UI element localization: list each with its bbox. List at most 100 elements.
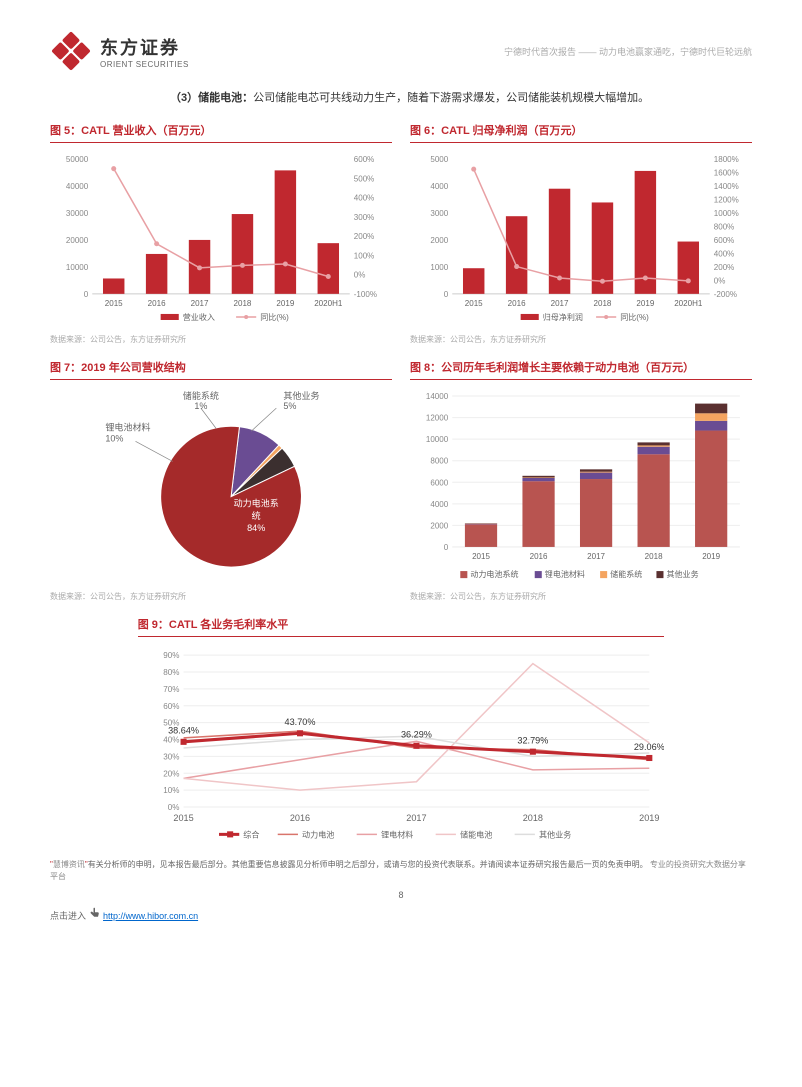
svg-text:6000: 6000: [430, 478, 448, 487]
chart9-svg: 0%10%20%30%40%50%60%70%80%90%20152016201…: [138, 643, 665, 846]
svg-text:2016: 2016: [148, 299, 166, 308]
svg-text:1000%: 1000%: [714, 209, 739, 218]
chart8-source: 数据来源：公司公告，东方证券研究所: [410, 591, 752, 602]
svg-text:-100%: -100%: [354, 289, 377, 298]
svg-text:30000: 30000: [66, 209, 89, 218]
svg-text:30%: 30%: [163, 752, 179, 761]
page-number: 8: [50, 889, 752, 903]
svg-text:0: 0: [444, 289, 449, 298]
logo-text-en: ORIENT SECURITIES: [100, 60, 189, 69]
svg-text:同比(%): 同比(%): [260, 312, 289, 322]
logo-text-cn: 东方证券: [100, 34, 189, 60]
svg-text:2018: 2018: [234, 299, 252, 308]
chart7-title: 图 7：2019 年公司营收结构: [50, 359, 392, 380]
svg-text:锂电材料: 锂电材料: [381, 829, 413, 839]
svg-text:2016: 2016: [530, 552, 548, 561]
page: 东方证券 ORIENT SECURITIES 宁德时代首次报告 —— 动力电池赢…: [0, 0, 802, 943]
svg-text:38.64%: 38.64%: [168, 726, 199, 736]
svg-text:90%: 90%: [163, 651, 179, 660]
click-label: 点击进入: [50, 911, 86, 921]
svg-text:1%: 1%: [194, 401, 207, 411]
svg-text:动力电池系: 动力电池系: [234, 497, 279, 508]
charts-row-1: 图 5：CATL 营业收入（百万元） 010000200003000040000…: [50, 122, 752, 345]
svg-text:100%: 100%: [354, 251, 375, 260]
logo: 东方证券 ORIENT SECURITIES: [50, 30, 189, 72]
svg-text:储能系统: 储能系统: [183, 390, 219, 401]
svg-text:600%: 600%: [354, 155, 375, 164]
svg-text:2019: 2019: [636, 299, 654, 308]
chart6-svg: 010002000300040005000-200%0%200%400%600%…: [410, 149, 752, 330]
svg-text:5000: 5000: [430, 155, 448, 164]
svg-text:0%: 0%: [168, 803, 180, 812]
svg-text:2017: 2017: [587, 552, 605, 561]
svg-text:2018: 2018: [522, 813, 542, 823]
svg-text:同比(%): 同比(%): [620, 312, 649, 322]
svg-text:2016: 2016: [508, 299, 526, 308]
svg-text:200%: 200%: [714, 262, 735, 271]
svg-text:储能电池: 储能电池: [460, 829, 492, 839]
svg-text:500%: 500%: [354, 174, 375, 183]
charts-row-2: 图 7：2019 年公司营收结构 储能系统1%其他业务5%锂电池材料10%动力电…: [50, 359, 752, 602]
svg-text:2015: 2015: [173, 813, 193, 823]
svg-text:2015: 2015: [105, 299, 123, 308]
intro-text: 公司储能电芯可共线动力生产，随着下游需求爆发，公司储能装机规模大幅增加。: [253, 92, 649, 104]
svg-text:20000: 20000: [66, 236, 89, 245]
svg-text:2015: 2015: [472, 552, 490, 561]
svg-text:1800%: 1800%: [714, 155, 739, 164]
svg-text:1600%: 1600%: [714, 168, 739, 177]
svg-text:3000: 3000: [430, 209, 448, 218]
chart6-source: 数据来源：公司公告，东方证券研究所: [410, 334, 752, 345]
svg-text:40000: 40000: [66, 182, 89, 191]
chart8-title: 图 8：公司历年毛利润增长主要依赖于动力电池（百万元）: [410, 359, 752, 380]
svg-text:36.29%: 36.29%: [401, 729, 432, 739]
svg-text:10%: 10%: [163, 786, 179, 795]
chart9-title: 图 9：CATL 各业务毛利率水平: [138, 616, 665, 637]
svg-text:其他业务: 其他业务: [666, 569, 698, 579]
chart7-svg: 储能系统1%其他业务5%锂电池材料10%动力电池系统84%: [50, 386, 392, 587]
svg-text:8000: 8000: [430, 456, 448, 465]
svg-text:锂电池材料: 锂电池材料: [545, 569, 585, 579]
svg-text:10000: 10000: [426, 435, 449, 444]
svg-text:300%: 300%: [354, 212, 375, 221]
svg-text:2020H1: 2020H1: [674, 299, 703, 308]
header-subtitle: 宁德时代首次报告 —— 动力电池赢家通吃，宁德时代巨轮远航: [504, 45, 752, 58]
chart5-source: 数据来源：公司公告，东方证券研究所: [50, 334, 392, 345]
chart6-title: 图 6：CATL 归母净利润（百万元）: [410, 122, 752, 143]
svg-text:储能系统: 储能系统: [610, 569, 642, 579]
svg-text:84%: 84%: [247, 522, 265, 532]
chart5-box: 图 5：CATL 营业收入（百万元） 010000200003000040000…: [50, 122, 392, 345]
svg-text:400%: 400%: [714, 249, 735, 258]
svg-text:800%: 800%: [714, 222, 735, 231]
svg-text:5%: 5%: [283, 401, 296, 411]
svg-text:动力电池: 动力电池: [302, 829, 334, 839]
svg-text:0%: 0%: [354, 270, 366, 279]
svg-text:2019: 2019: [702, 552, 720, 561]
svg-text:43.70%: 43.70%: [284, 717, 315, 727]
svg-text:40%: 40%: [163, 735, 179, 744]
svg-text:2019: 2019: [276, 299, 294, 308]
chart5-svg: 01000020000300004000050000-100%0%100%200…: [50, 149, 392, 330]
svg-text:1000: 1000: [430, 262, 448, 271]
svg-text:-200%: -200%: [714, 289, 737, 298]
svg-text:10000: 10000: [66, 262, 89, 271]
svg-text:2017: 2017: [551, 299, 569, 308]
hibor-link[interactable]: http://www.hibor.com.cn: [103, 911, 198, 921]
svg-text:14000: 14000: [426, 392, 449, 401]
svg-text:70%: 70%: [163, 685, 179, 694]
svg-text:2000: 2000: [430, 236, 448, 245]
footer-hibo: 慧博资讯: [53, 860, 85, 869]
page-footer: "慧博资讯"有关分析师的申明，见本报告最后部分。其他重要信息披露见分析师申明之后…: [50, 859, 752, 923]
footer-link-row: 点击进入 http://www.hibor.com.cn: [50, 907, 752, 924]
hand-pointer-icon: [89, 907, 101, 919]
svg-text:0%: 0%: [714, 276, 726, 285]
svg-text:其他业务: 其他业务: [283, 390, 319, 401]
intro-label: （3）储能电池：: [170, 92, 253, 104]
chart9-box: 图 9：CATL 各业务毛利率水平 0%10%20%30%40%50%60%70…: [138, 616, 665, 846]
svg-text:2018: 2018: [645, 552, 663, 561]
svg-text:2017: 2017: [191, 299, 209, 308]
section-intro: （3）储能电池：公司储能电芯可共线动力生产，随着下游需求爆发，公司储能装机规模大…: [170, 90, 752, 108]
chart7-source: 数据来源：公司公告，东方证券研究所: [50, 591, 392, 602]
svg-text:0: 0: [84, 289, 89, 298]
svg-text:1200%: 1200%: [714, 195, 739, 204]
svg-text:2020H1: 2020H1: [314, 299, 343, 308]
